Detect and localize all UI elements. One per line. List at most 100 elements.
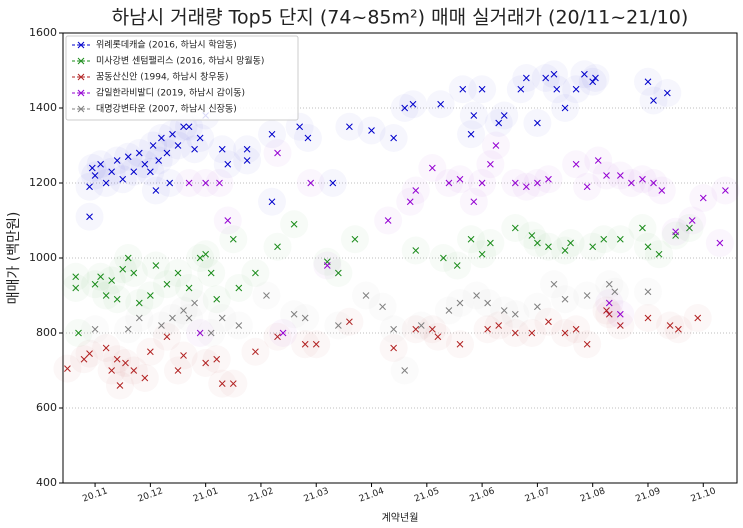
point bbox=[561, 295, 569, 303]
point bbox=[213, 355, 221, 363]
point bbox=[467, 235, 475, 243]
marker-stroke bbox=[589, 243, 597, 251]
point bbox=[434, 333, 442, 341]
point bbox=[274, 149, 281, 157]
point bbox=[542, 74, 550, 82]
marker-stroke bbox=[207, 269, 215, 277]
point bbox=[655, 250, 663, 258]
point bbox=[616, 310, 624, 318]
point bbox=[534, 119, 541, 127]
point bbox=[147, 168, 154, 176]
marker-stroke bbox=[412, 247, 420, 254]
marker-stroke bbox=[672, 228, 679, 236]
marker-stroke bbox=[86, 350, 93, 357]
point bbox=[166, 179, 174, 187]
point bbox=[511, 224, 519, 232]
y-tick-label: 1400 bbox=[29, 101, 57, 114]
marker-stroke bbox=[122, 359, 129, 367]
marker-stroke bbox=[113, 157, 121, 164]
marker-stroke bbox=[561, 329, 569, 337]
marker-stroke bbox=[147, 168, 154, 176]
point bbox=[323, 262, 331, 269]
point bbox=[495, 322, 503, 329]
point bbox=[470, 112, 478, 119]
legend-label: 꿈동산신안 (1994, 하남시 창우동) bbox=[96, 72, 228, 83]
marker-stroke bbox=[135, 314, 143, 322]
marker-stroke bbox=[135, 149, 143, 157]
point bbox=[722, 187, 729, 194]
marker-stroke bbox=[628, 179, 635, 187]
point bbox=[561, 329, 569, 337]
marker-stroke bbox=[108, 168, 116, 176]
marker-stroke bbox=[163, 280, 171, 288]
marker-stroke bbox=[406, 198, 414, 206]
point bbox=[180, 307, 187, 314]
y-tick-label: 400 bbox=[36, 476, 57, 489]
marker-stroke bbox=[147, 292, 154, 299]
marker-stroke bbox=[428, 325, 436, 333]
marker-stroke bbox=[528, 232, 536, 239]
marker-stroke bbox=[567, 239, 574, 247]
marker-stroke bbox=[180, 123, 187, 131]
marker-stroke bbox=[329, 179, 337, 187]
point bbox=[409, 100, 417, 108]
point bbox=[594, 157, 602, 164]
marker-stroke bbox=[180, 352, 187, 359]
point bbox=[235, 284, 243, 292]
point bbox=[207, 329, 215, 337]
point bbox=[583, 292, 591, 299]
point bbox=[274, 243, 281, 251]
point bbox=[88, 164, 96, 172]
marker-stroke bbox=[545, 318, 552, 326]
point bbox=[268, 198, 276, 206]
marker-stroke bbox=[290, 220, 298, 228]
marker-stroke bbox=[152, 187, 160, 194]
marker-stroke bbox=[268, 130, 276, 138]
point bbox=[534, 239, 541, 247]
marker-stroke bbox=[401, 367, 409, 374]
point bbox=[116, 382, 124, 389]
point bbox=[113, 157, 121, 164]
x-tick-label: 21.10 bbox=[690, 486, 718, 504]
point bbox=[152, 262, 160, 269]
point bbox=[605, 280, 613, 288]
point bbox=[644, 78, 652, 86]
marker-stroke bbox=[445, 307, 453, 314]
marker-stroke bbox=[644, 314, 652, 322]
point bbox=[572, 85, 580, 93]
point bbox=[478, 179, 486, 187]
marker-stroke bbox=[296, 123, 303, 131]
marker-stroke bbox=[91, 280, 99, 288]
marker-stroke bbox=[534, 239, 541, 247]
marker-stroke bbox=[572, 160, 580, 168]
point bbox=[467, 130, 475, 138]
point bbox=[550, 70, 558, 78]
point bbox=[196, 254, 204, 262]
marker-stroke bbox=[550, 70, 558, 78]
marker-stroke bbox=[611, 288, 619, 296]
marker-stroke bbox=[553, 85, 561, 93]
point bbox=[97, 273, 104, 281]
marker-stroke bbox=[517, 85, 525, 93]
point bbox=[603, 172, 610, 179]
point bbox=[252, 269, 259, 277]
point bbox=[86, 350, 93, 357]
marker-stroke bbox=[108, 277, 116, 284]
marker-stroke bbox=[412, 325, 420, 333]
marker-stroke bbox=[102, 179, 110, 187]
marker-stroke bbox=[459, 85, 467, 93]
x-axis-label: 계약년월 bbox=[382, 512, 419, 524]
point bbox=[191, 299, 198, 307]
point bbox=[235, 322, 243, 329]
point bbox=[218, 380, 226, 387]
marker-stroke bbox=[185, 284, 193, 292]
point bbox=[561, 247, 569, 254]
marker-stroke bbox=[218, 145, 226, 153]
point bbox=[605, 299, 613, 307]
y-tick-label: 1000 bbox=[29, 251, 57, 264]
point bbox=[196, 329, 204, 337]
point bbox=[218, 314, 226, 322]
marker-stroke bbox=[169, 314, 176, 322]
marker-stroke bbox=[616, 235, 624, 243]
marker-stroke bbox=[229, 380, 237, 387]
